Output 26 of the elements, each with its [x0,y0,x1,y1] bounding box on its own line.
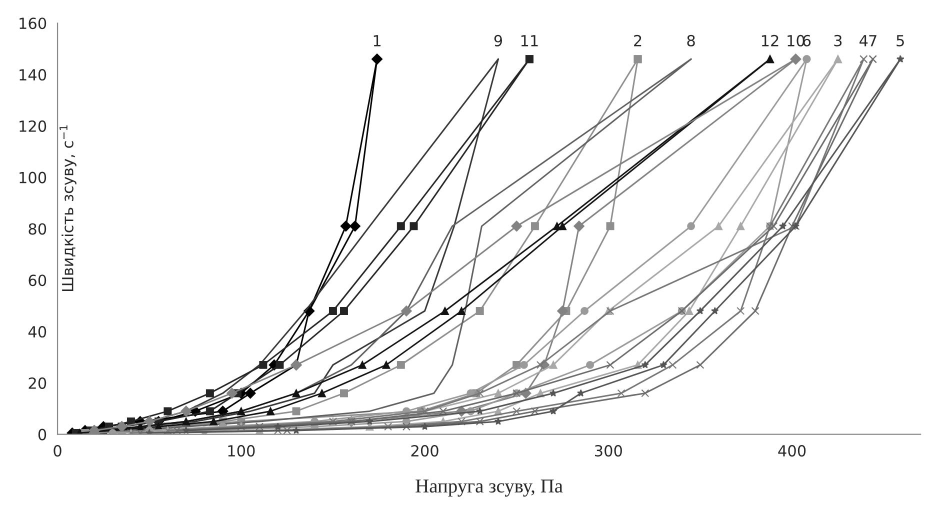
x-tick-label: 400 [778,445,806,457]
y-axis-title: Швидкість зсуву, с$^{−1}$ [60,125,76,292]
x-tick-label: 300 [594,445,622,457]
x-tick-label: 200 [411,445,438,457]
y-tick-label: 120 [20,120,46,132]
series-label: 7 [869,35,876,46]
y-tick-label: 140 [20,68,46,81]
x-tick-label: 0 [54,445,62,457]
series-label: 2 [634,34,642,46]
x-tick-label: 100 [228,445,255,457]
y-tick-label: 0 [38,428,46,440]
y-tick-label: 40 [28,326,46,338]
y-tick-label: 80 [28,223,46,235]
y-tick-label: 60 [28,274,46,286]
series-label: 3 [834,34,842,46]
x-axis-title: Напруга зсуву, Па [416,480,563,497]
series-label: 4 [860,35,868,46]
series-label: 1 [374,35,380,46]
series-label: 5 [896,35,904,46]
series-label: 11 [521,35,538,46]
series-label: 9 [494,34,502,46]
y-tick-label: 160 [20,18,46,30]
y-tick-label: 100 [20,172,46,184]
y-tick-label: 20 [28,377,46,389]
series-label: 8 [687,34,695,46]
series-label: 12 [762,34,778,46]
